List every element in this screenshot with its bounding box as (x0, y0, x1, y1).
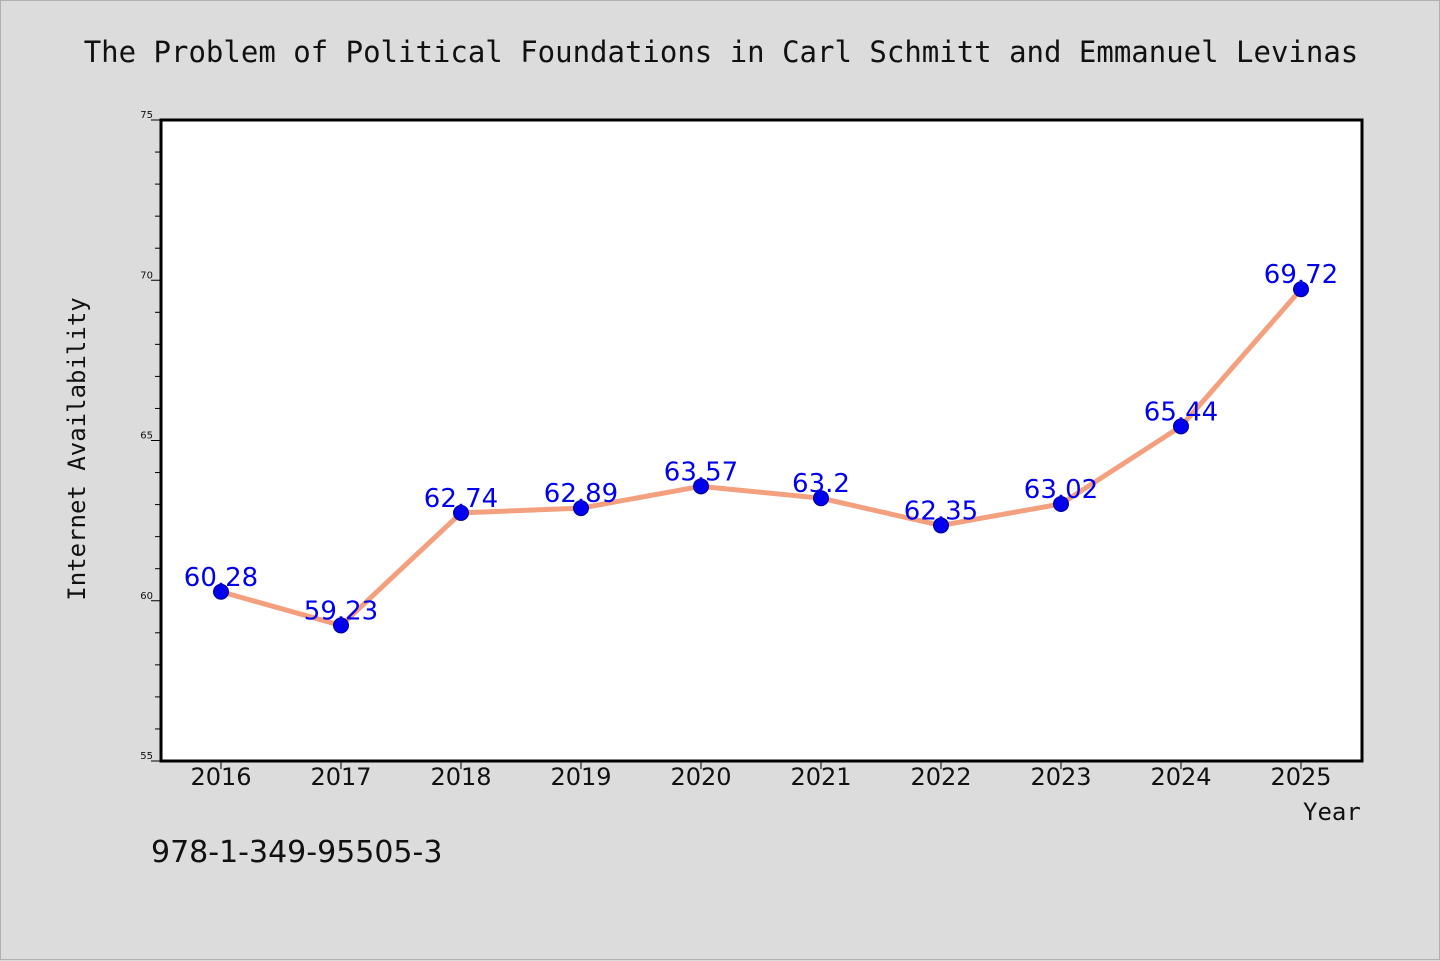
isbn-text: 978-1-349-95505-3 (151, 835, 443, 870)
data-label: 63.57 (664, 457, 738, 487)
x-tick-label: 2023 (1030, 763, 1091, 791)
data-label: 63.02 (1024, 475, 1098, 505)
data-point (213, 583, 229, 600)
data-point (933, 517, 949, 534)
data-label: 60.28 (184, 563, 258, 593)
y-tick-label: 75 (140, 110, 153, 121)
y-tick-label: 60 (140, 591, 153, 602)
x-tick-label: 2025 (1270, 763, 1331, 791)
x-tick-label: 2018 (430, 763, 491, 791)
x-tick-label: 2022 (910, 763, 971, 791)
x-tick-label: 2021 (790, 763, 851, 791)
data-point (1293, 281, 1309, 298)
x-tick-label: 2020 (670, 763, 731, 791)
y-tick-label: 65 (140, 431, 153, 442)
chart-title: The Problem of Political Foundations in … (83, 35, 1359, 69)
x-tick-label: 2017 (310, 763, 371, 791)
data-point (1173, 418, 1189, 435)
data-point (333, 617, 349, 634)
data-label: 69.72 (1264, 260, 1338, 290)
series-line (220, 287, 1303, 628)
x-tick-label: 2016 (190, 763, 251, 791)
data-point (693, 478, 709, 495)
x-tick-label: 2019 (550, 763, 611, 791)
data-label: 65.44 (1144, 397, 1218, 427)
x-axis-label: Year (1303, 798, 1361, 826)
data-label: 62.74 (424, 484, 498, 514)
y-tick-label: 55 (140, 751, 153, 762)
data-point (1053, 495, 1069, 512)
plot-area (159, 118, 1364, 763)
data-label: 63.2 (792, 469, 850, 499)
y-tick-label: 70 (140, 270, 153, 281)
data-label: 62.35 (904, 496, 978, 526)
x-tick-label: 2024 (1150, 763, 1211, 791)
data-label: 62.89 (544, 479, 618, 509)
data-point (453, 504, 469, 521)
data-point (573, 500, 589, 517)
data-label: 59.23 (304, 596, 378, 626)
data-point (813, 490, 829, 507)
